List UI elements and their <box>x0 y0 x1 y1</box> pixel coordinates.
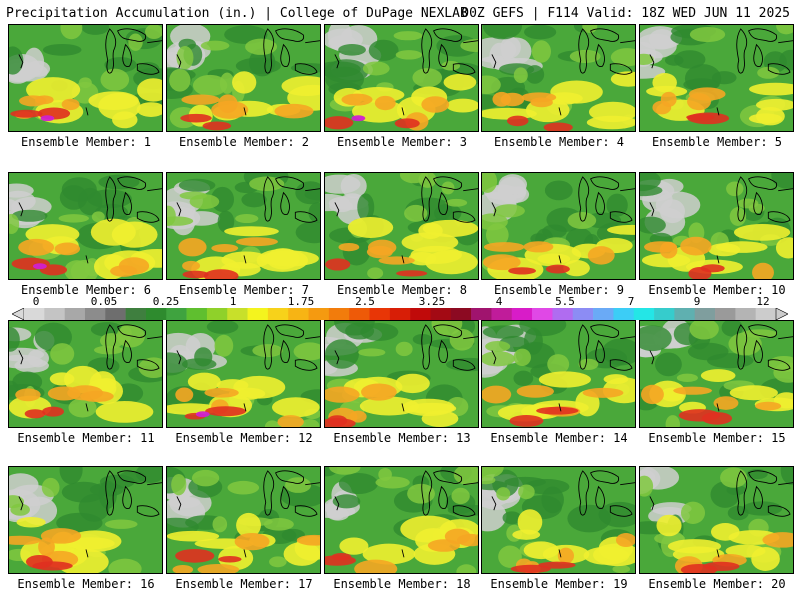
colorbar-swatch <box>125 308 147 320</box>
colorbar-tick-label: 7 <box>627 295 635 308</box>
ensemble-member-label: Ensemble Member: 4 <box>493 135 625 149</box>
colorbar-swatch <box>755 308 777 320</box>
colorbar-swatch <box>471 308 492 320</box>
colorbar-swatch <box>288 308 309 320</box>
map-title: Precipitation Accumulation (in.) | Colle… <box>6 6 468 21</box>
ensemble-member-label: Ensemble Member: 1 <box>20 135 152 149</box>
ensemble-member-map <box>8 24 163 132</box>
ensemble-member-label: Ensemble Member: 6 <box>20 283 152 297</box>
ensemble-member-map <box>8 320 163 428</box>
colorbar-tick-label: 5.5 <box>555 295 575 308</box>
ensemble-member-label: Ensemble Member: 11 <box>17 431 155 445</box>
colorbar-swatch <box>24 308 45 320</box>
colorbar-swatch <box>654 308 675 320</box>
colorbar-swatch <box>491 308 513 320</box>
ensemble-member-map <box>639 24 794 132</box>
colorbar-swatch <box>593 308 614 320</box>
colorbar-swatch <box>84 308 106 320</box>
colorbar-tick-label: 4 <box>495 295 503 308</box>
colorbar-swatch <box>552 308 574 320</box>
ensemble-member-map <box>8 172 163 280</box>
colorbar-swatch <box>532 308 553 320</box>
colorbar-swatch <box>349 308 370 320</box>
ensemble-member-label: Ensemble Member: 7 <box>178 283 310 297</box>
run-valid-time: 00Z GEFS | F114 Valid: 18Z WED JUN 11 20… <box>461 6 790 21</box>
colorbar-swatch <box>64 308 86 320</box>
colorbar-tick-label: 1 <box>229 295 237 308</box>
colorbar-swatch <box>44 308 65 320</box>
ensemble-member-map <box>639 172 794 280</box>
ensemble-member-label: Ensemble Member: 2 <box>178 135 310 149</box>
colorbar-tick-label: 2.5 <box>355 295 375 308</box>
ensemble-member-map <box>166 320 321 428</box>
colorbar-tick-label: 1.75 <box>287 295 315 308</box>
colorbar-swatch <box>389 308 411 320</box>
ensemble-member-map <box>481 320 636 428</box>
colorbar-swatch <box>674 308 695 320</box>
colorbar-min-arrow <box>12 308 25 320</box>
colorbar-tick-label: 0.25 <box>152 295 180 308</box>
ensemble-member-map <box>166 466 321 574</box>
colorbar-swatch <box>450 308 472 320</box>
colorbar-swatch <box>328 308 350 320</box>
colorbar-swatch <box>206 308 228 320</box>
ensemble-member-map <box>166 24 321 132</box>
ensemble-member-map <box>324 24 479 132</box>
colorbar-swatch <box>430 308 452 320</box>
ensemble-member-map <box>166 172 321 280</box>
colorbar-tick-label: 9 <box>693 295 701 308</box>
ensemble-member-map <box>324 172 479 280</box>
ensemble-member-label: Ensemble Member: 13 <box>333 431 471 445</box>
ensemble-member-label: Ensemble Member: 10 <box>648 283 786 297</box>
precip-colorbar <box>12 308 788 320</box>
ensemble-member-map <box>8 466 163 574</box>
colorbar-swatch <box>511 308 533 320</box>
colorbar-tick-label: 12 <box>756 295 770 308</box>
colorbar-swatch <box>613 308 635 320</box>
colorbar-swatch <box>694 308 716 320</box>
colorbar-tick-label: 0.05 <box>90 295 118 308</box>
colorbar-swatch <box>715 308 736 320</box>
ensemble-member-label: Ensemble Member: 8 <box>336 283 468 297</box>
colorbar-tick-label: 3.25 <box>418 295 446 308</box>
ensemble-member-map <box>324 320 479 428</box>
colorbar-swatch <box>369 308 391 320</box>
ensemble-member-map <box>324 466 479 574</box>
colorbar-tick-label: 0 <box>32 295 40 308</box>
colorbar-swatch <box>227 308 248 320</box>
colorbar-swatch <box>166 308 187 320</box>
colorbar-swatch <box>247 308 269 320</box>
ensemble-member-label: Ensemble Member: 15 <box>648 431 786 445</box>
ensemble-member-label: Ensemble Member: 19 <box>490 577 628 591</box>
colorbar-swatch <box>145 308 167 320</box>
ensemble-member-map <box>481 24 636 132</box>
colorbar-swatch <box>735 308 756 320</box>
colorbar-max-arrow <box>775 308 788 320</box>
colorbar-swatch <box>267 308 289 320</box>
ensemble-member-label: Ensemble Member: 18 <box>333 577 471 591</box>
colorbar-swatch <box>410 308 431 320</box>
ensemble-member-label: Ensemble Member: 3 <box>336 135 468 149</box>
ensemble-member-label: Ensemble Member: 12 <box>175 431 313 445</box>
ensemble-member-label: Ensemble Member: 9 <box>493 283 625 297</box>
colorbar-swatch <box>633 308 655 320</box>
ensemble-member-label: Ensemble Member: 16 <box>17 577 155 591</box>
ensemble-member-map <box>481 172 636 280</box>
ensemble-member-map <box>639 320 794 428</box>
ensemble-member-label: Ensemble Member: 14 <box>490 431 628 445</box>
colorbar-swatch <box>308 308 330 320</box>
ensemble-member-label: Ensemble Member: 20 <box>648 577 786 591</box>
colorbar-swatch <box>105 308 126 320</box>
ensemble-member-map <box>481 466 636 574</box>
colorbar-swatch <box>572 308 594 320</box>
ensemble-member-map <box>639 466 794 574</box>
ensemble-member-label: Ensemble Member: 5 <box>651 135 783 149</box>
ensemble-member-label: Ensemble Member: 17 <box>175 577 313 591</box>
colorbar-swatch <box>186 308 208 320</box>
